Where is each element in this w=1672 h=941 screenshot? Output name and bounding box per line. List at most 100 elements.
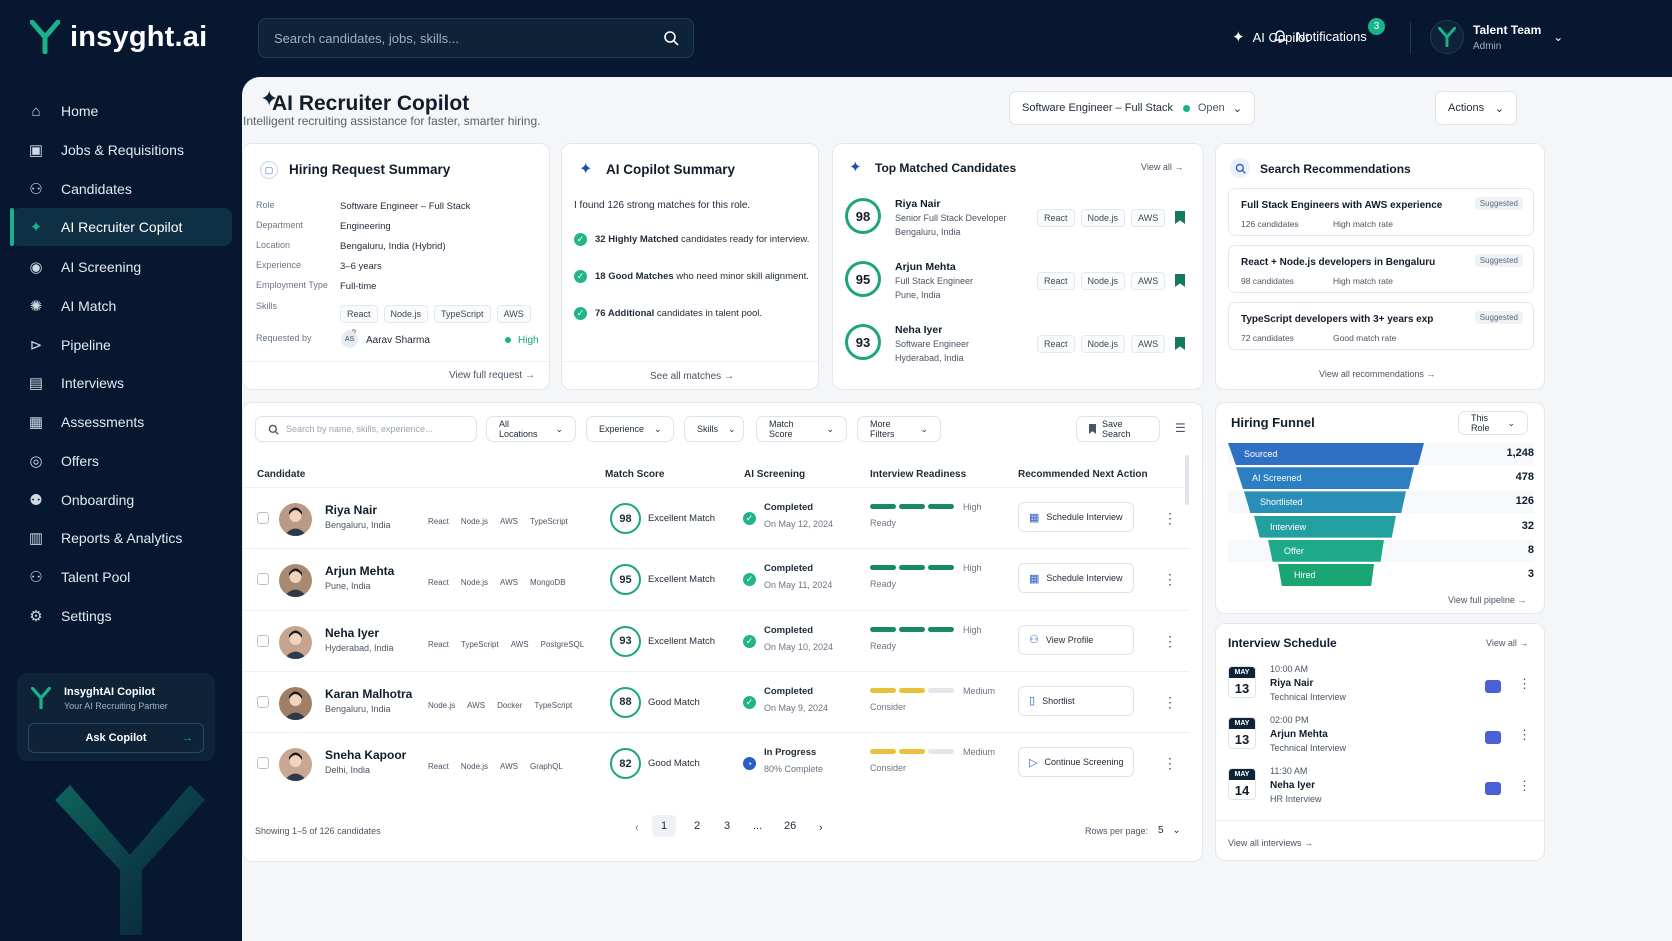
- view-full-request-link[interactable]: View full request →: [449, 370, 535, 381]
- candidate-search-input[interactable]: Search by name, skills, experience...: [255, 416, 477, 442]
- sidebar-item-interviews[interactable]: ▤ Interviews: [12, 364, 232, 403]
- see-all-matches-link[interactable]: See all matches →: [650, 371, 734, 382]
- experience-filter[interactable]: Experience ⌄: [586, 416, 674, 442]
- more-options-icon[interactable]: ⋮: [1163, 755, 1177, 772]
- actions-button[interactable]: Actions ⌄: [1435, 91, 1517, 125]
- more-options-icon[interactable]: ⋮: [1518, 778, 1531, 793]
- view-all-recommendations-link[interactable]: View all recommendations →: [1319, 369, 1435, 379]
- sidebar-item-ai-screening[interactable]: ◉ AI Screening: [12, 248, 232, 287]
- funnel-stage-bar[interactable]: Offer: [1268, 539, 1384, 562]
- top-matched-view-all[interactable]: View all →: [1141, 162, 1183, 172]
- save-search-button[interactable]: Save Search: [1076, 416, 1160, 442]
- sidebar-item-ai-recruiter-copilot[interactable]: ✦ AI Recruiter Copilot: [10, 208, 232, 247]
- table-row[interactable]: Riya Nair Bengaluru, India React Node.js AWS…: [243, 487, 1189, 548]
- row-checkbox[interactable]: [257, 695, 269, 708]
- funnel-stage-bar[interactable]: Shortlisted: [1244, 491, 1406, 514]
- more-options-icon[interactable]: ⋮: [1163, 693, 1177, 710]
- more-options-icon[interactable]: ⋮: [1518, 676, 1531, 691]
- sidebar-item-settings[interactable]: ⚙ Settings: [12, 596, 232, 635]
- sliders-icon[interactable]: ☰: [1175, 421, 1186, 435]
- ai-copilot-button[interactable]: ✦ AI Copilot: [1232, 28, 1309, 46]
- matched-candidate[interactable]: 95 Arjun Mehta Full Stack Engineer Pune, In…: [845, 251, 1195, 307]
- matched-candidate[interactable]: 98 Riya Nair Senior Full Stack Developer Be…: [845, 188, 1195, 244]
- schedule-item[interactable]: MAY 14 11:30 AM Neha Iyer HR Interview ⋮: [1228, 764, 1533, 812]
- scrollbar[interactable]: [1185, 455, 1189, 505]
- funnel-filter[interactable]: This Role ⌄: [1458, 411, 1528, 435]
- recommendation-item[interactable]: Full Stack Engineers with AWS experience…: [1228, 188, 1534, 236]
- job-select[interactable]: Software Engineer – Full Stack Open ⌄: [1009, 91, 1255, 125]
- schedule-view-all[interactable]: View all →: [1486, 638, 1528, 648]
- view-full-pipeline-link[interactable]: View full pipeline →: [1448, 595, 1526, 605]
- matched-candidate[interactable]: 93 Neha Iyer Software Engineer Hyderabad, I…: [845, 314, 1195, 370]
- more-options-icon[interactable]: ⋮: [1163, 571, 1177, 588]
- brand-logo[interactable]: insyght.ai: [30, 20, 207, 54]
- ask-copilot-button[interactable]: Ask Copilot →: [28, 723, 204, 753]
- match-score-filter[interactable]: Match Score ⌄: [756, 416, 847, 442]
- field-value: 3–6 years: [340, 261, 382, 272]
- search-icon[interactable]: [663, 30, 679, 46]
- table-row[interactable]: Neha Iyer Hyderabad, India React TypeScript…: [243, 609, 1189, 671]
- rows-per-page-select[interactable]: 5 ⌄: [1158, 825, 1181, 836]
- skills-filter[interactable]: Skills ⌄: [684, 416, 744, 442]
- recommendation-item[interactable]: TypeScript developers with 3+ years exp 7…: [1228, 302, 1534, 350]
- bookmark-icon[interactable]: [1175, 274, 1185, 287]
- user-menu[interactable]: Talent Team Admin ⌄: [1430, 20, 1563, 54]
- page-button-1[interactable]: 1: [652, 815, 677, 837]
- notifications-button-link[interactable]: Notifications: [1272, 28, 1367, 44]
- page-button-2[interactable]: 2: [694, 820, 701, 832]
- next-action-button[interactable]: ⚇ View Profile: [1018, 624, 1134, 655]
- bookmark-icon[interactable]: [1175, 337, 1185, 350]
- page-button-26[interactable]: 26: [784, 820, 797, 832]
- funnel-stage-bar[interactable]: AI Screened: [1236, 467, 1414, 490]
- next-action-button[interactable]: ▦ Schedule Interview: [1018, 502, 1134, 532]
- sidebar-item-ai-match[interactable]: ✺ AI Match: [12, 287, 232, 326]
- bookmark-icon[interactable]: [1175, 211, 1185, 224]
- candidate-name[interactable]: Karan Malhotra: [325, 686, 413, 701]
- sidebar-item-onboarding[interactable]: ⚉ Onboarding: [12, 480, 232, 519]
- skill-tag: TypeScript: [460, 639, 499, 649]
- funnel-stage-bar[interactable]: Interview: [1254, 515, 1396, 538]
- next-action-button[interactable]: ▷ Continue Screening: [1018, 747, 1134, 778]
- schedule-item[interactable]: MAY 13 02:00 PM Arjun Mehta Technical Interv…: [1228, 713, 1533, 761]
- view-all-interviews-link[interactable]: View all interviews →: [1228, 838, 1313, 848]
- page-button-3[interactable]: 3: [724, 820, 731, 832]
- sidebar-item-offers[interactable]: ◎ Offers: [12, 442, 232, 481]
- row-checkbox[interactable]: [257, 573, 269, 586]
- funnel-stage-bar[interactable]: Hired: [1278, 564, 1374, 586]
- sidebar-item-pipeline[interactable]: ⊳ Pipeline: [12, 325, 232, 364]
- table-row[interactable]: Arjun Mehta Pune, India React Node.js AWS Mon…: [243, 548, 1189, 609]
- teams-icon[interactable]: [1485, 731, 1501, 744]
- chevron-right-icon[interactable]: ›: [819, 822, 823, 834]
- teams-icon[interactable]: [1485, 680, 1501, 693]
- candidate-name[interactable]: Arjun Mehta: [325, 564, 395, 579]
- sidebar-item-reports-analytics[interactable]: ▥ Reports & Analytics: [12, 519, 232, 558]
- more-filters-button[interactable]: More Filters ⌄: [857, 416, 941, 442]
- next-action-button[interactable]: ▯ Shortlist: [1018, 685, 1134, 716]
- more-options-icon[interactable]: ⋮: [1163, 510, 1177, 526]
- more-options-icon[interactable]: ⋮: [1518, 727, 1531, 742]
- sidebar-item-candidates[interactable]: ⚇ Candidates: [12, 169, 232, 208]
- chevron-left-icon[interactable]: ‹: [635, 822, 639, 834]
- teams-icon[interactable]: [1485, 782, 1501, 795]
- row-checkbox[interactable]: [257, 757, 269, 770]
- row-checkbox[interactable]: [257, 512, 269, 524]
- sidebar-item-home[interactable]: ⌂ Home: [12, 92, 232, 131]
- candidate-name[interactable]: Sneha Kapoor: [325, 748, 407, 763]
- summary-item-text: candidates ready for interview.: [678, 234, 810, 245]
- funnel-stage-bar[interactable]: Sourced: [1228, 443, 1424, 465]
- table-row[interactable]: Sneha Kapoor Delhi, India React Node.js AWS G…: [243, 732, 1189, 793]
- recommendation-item[interactable]: React + Node.js developers in Bengaluru 9…: [1228, 245, 1534, 293]
- candidate-name[interactable]: Riya Nair: [325, 503, 378, 517]
- row-checkbox[interactable]: [257, 634, 269, 647]
- more-options-icon[interactable]: ⋮: [1163, 632, 1177, 649]
- candidate-name[interactable]: Neha Iyer: [325, 625, 380, 640]
- see-all-matches-label: See all matches: [650, 371, 722, 382]
- location-filter[interactable]: All Locations ⌄: [486, 416, 576, 442]
- sidebar-item-jobs-requisitions[interactable]: ▣ Jobs & Requisitions: [12, 131, 232, 170]
- next-action-button[interactable]: ▦ Schedule Interview: [1018, 563, 1134, 594]
- schedule-item[interactable]: MAY 13 10:00 AM Riya Nair Technical Intervie…: [1228, 662, 1533, 710]
- sidebar-item-assessments[interactable]: ▦ Assessments: [12, 403, 232, 442]
- global-search-input[interactable]: Search candidates, jobs, skills...: [258, 18, 694, 58]
- sidebar-item-talent-pool[interactable]: ⚇ Talent Pool: [12, 558, 232, 597]
- table-row[interactable]: Karan Malhotra Bengaluru, India Node.js AWS…: [243, 670, 1189, 732]
